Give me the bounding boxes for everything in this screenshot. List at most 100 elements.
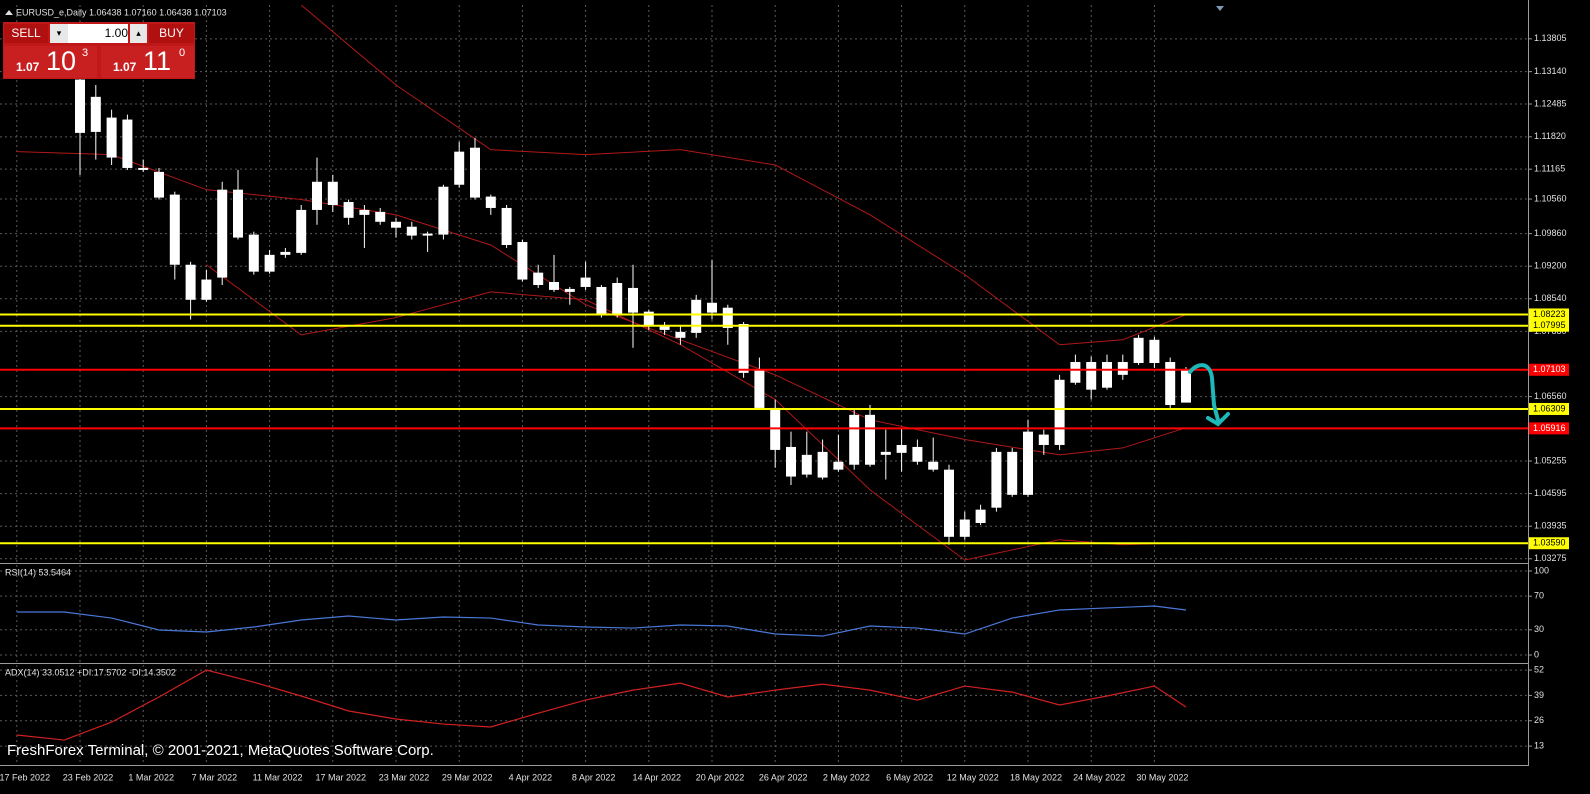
y-tick-label: 1.03935 xyxy=(1534,521,1567,531)
candle-body xyxy=(1070,362,1081,383)
y-tick-label: 52 xyxy=(1534,664,1544,674)
x-tick-label: 18 May 2022 xyxy=(1010,772,1062,782)
candle-body xyxy=(264,254,275,272)
candle-body xyxy=(612,283,623,315)
candle-body xyxy=(1133,337,1144,364)
y-tick-label: 0 xyxy=(1534,649,1539,659)
candle-body xyxy=(880,451,891,455)
x-tick-label: 20 Apr 2022 xyxy=(696,772,745,782)
candle-body xyxy=(75,79,85,133)
candle-body xyxy=(786,446,796,477)
candle-body xyxy=(343,202,354,218)
x-tick-label: 2 May 2022 xyxy=(823,772,870,782)
level-tag xyxy=(1529,308,1569,321)
y-tick-label: 30 xyxy=(1534,624,1544,634)
candle-body xyxy=(185,264,196,300)
sell-button[interactable]: SELL xyxy=(4,24,48,43)
x-tick-label: 17 Mar 2022 xyxy=(316,772,367,782)
candle-body xyxy=(833,461,844,470)
candle-body xyxy=(1086,362,1097,390)
rsi-panel xyxy=(16,605,1187,637)
lot-down[interactable]: ▾ xyxy=(50,24,68,43)
rsi-title: RSI(14) 53.5464 xyxy=(5,567,71,577)
ask-prefix: 1.07 xyxy=(113,60,137,74)
lot-up[interactable]: ▴ xyxy=(130,24,147,43)
indicator-line xyxy=(16,669,1187,741)
level-label: 1.07103 xyxy=(1533,364,1566,374)
y-tick-label: 1.06560 xyxy=(1534,391,1567,401)
candle-body xyxy=(944,469,954,537)
y-tick-label: 100 xyxy=(1534,565,1549,575)
candle-body xyxy=(596,286,607,315)
level-tag xyxy=(1529,422,1569,435)
candle-body xyxy=(628,287,638,313)
candle-body xyxy=(1102,362,1112,388)
x-tick-label: 29 Mar 2022 xyxy=(442,772,493,782)
trade-panel: SELL ▾ 1.00 ▴ BUY 1.07 10 3 1.07 11 0 xyxy=(3,22,195,79)
bid-small: 3 xyxy=(82,47,89,59)
candle-body xyxy=(549,282,559,290)
grid xyxy=(0,5,1528,765)
candle-body xyxy=(1181,369,1191,403)
candle-body xyxy=(154,171,164,198)
candle-body xyxy=(233,189,243,238)
level-tag xyxy=(1529,537,1569,550)
candle-body xyxy=(849,414,860,465)
y-tick-label: 39 xyxy=(1534,690,1544,700)
y-tick-label: 26 xyxy=(1534,715,1544,725)
candle-body xyxy=(312,181,322,210)
x-tick-label: 11 Mar 2022 xyxy=(253,772,303,782)
y-tick-label: 1.11820 xyxy=(1534,131,1566,141)
candle-body xyxy=(454,151,465,185)
candle-body xyxy=(659,324,670,330)
level-label: 1.07995 xyxy=(1533,320,1566,330)
x-tick-label: 1 Mar 2022 xyxy=(128,772,174,782)
buy-button[interactable]: BUY xyxy=(149,24,194,43)
y-tick-label: 1.03275 xyxy=(1534,553,1567,563)
candle-body xyxy=(754,369,765,408)
candle-body xyxy=(707,302,717,313)
candle-body xyxy=(1007,451,1018,495)
candle-body xyxy=(122,119,133,168)
candle-body xyxy=(169,194,180,265)
candle-body xyxy=(1117,362,1128,375)
level-tag xyxy=(1529,319,1569,332)
level-label: 1.05916 xyxy=(1533,423,1566,433)
x-tick-label: 6 May 2022 xyxy=(886,772,933,782)
candle-body xyxy=(201,279,212,300)
band-line xyxy=(300,5,1187,346)
candle-body xyxy=(1165,362,1176,405)
indicator-line xyxy=(16,605,1187,637)
candle-body xyxy=(501,207,512,245)
copyright: FreshForex Terminal, © 2001-2021, MetaQu… xyxy=(7,742,434,759)
candle-body xyxy=(438,186,449,235)
candle-body xyxy=(817,451,828,478)
chart-title: EURUSD_e,Daily 1.06438 1.07160 1.06438 1… xyxy=(16,7,227,17)
candle-body xyxy=(643,311,654,325)
candle-body xyxy=(217,189,228,278)
y-tick-label: 1.12485 xyxy=(1534,98,1567,108)
candle-body xyxy=(1023,431,1033,495)
y-tick-label: 1.05255 xyxy=(1534,455,1567,465)
y-tick-label: 1.09200 xyxy=(1534,261,1567,271)
bid-prefix: 1.07 xyxy=(16,60,40,74)
ask-small: 0 xyxy=(179,47,186,59)
candle-body xyxy=(485,196,496,208)
bid-price[interactable]: 1.07 10 3 xyxy=(4,46,97,78)
candle-body xyxy=(138,167,149,170)
lot-field[interactable]: 1.00 xyxy=(68,24,128,43)
x-tick-label: 8 Apr 2022 xyxy=(572,772,616,782)
candle-body xyxy=(691,299,702,333)
y-tick-label: 13 xyxy=(1534,740,1544,750)
x-tick-label: 14 Apr 2022 xyxy=(633,772,682,782)
candle-body xyxy=(738,323,749,373)
candle-body xyxy=(801,454,812,475)
candle-body xyxy=(1054,379,1065,445)
x-tick-label: 4 Apr 2022 xyxy=(509,772,553,782)
x-tick-label: 12 May 2022 xyxy=(947,772,999,782)
shift-marker xyxy=(1216,6,1224,11)
candle-body xyxy=(280,251,291,255)
y-tick-label: 1.11165 xyxy=(1534,164,1565,174)
candle-body xyxy=(675,331,686,338)
ask-price[interactable]: 1.07 11 0 xyxy=(101,46,194,78)
